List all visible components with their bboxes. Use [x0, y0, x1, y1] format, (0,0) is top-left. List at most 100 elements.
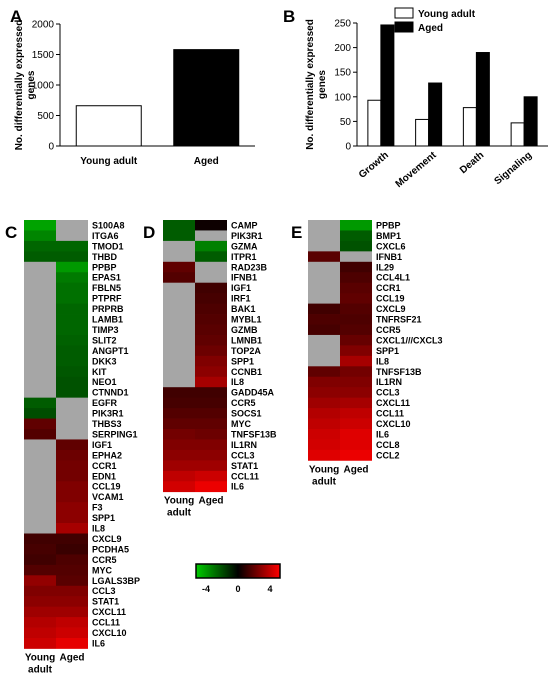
- panel-d-gene-label: CCL11: [231, 471, 259, 481]
- panel-e-gene-label: PPBP: [376, 220, 401, 230]
- panel-c-gene-label: IL6: [92, 638, 105, 648]
- panel-e-cell-ccr1-young: [308, 282, 340, 294]
- panel-c-cell-edn1-aged: [56, 470, 88, 482]
- panel-e-gene-label: CCR1: [376, 283, 401, 293]
- panel-c-column-sublabel: adult: [28, 664, 53, 675]
- panel-e-cell-spp1-young: [308, 345, 340, 357]
- panel-d-cell-ccnb1-aged: [195, 366, 227, 378]
- panel-b-ytick-label: 250: [334, 19, 351, 30]
- panel-d-cell-il1rn-young: [163, 439, 195, 451]
- panel-b-bar-signaling-aged: [523, 96, 538, 147]
- panel-d-cell-igf1-young: [163, 282, 195, 294]
- panel-b-ytick-label: 50: [340, 117, 352, 128]
- panel-e-cell-il8-aged: [340, 355, 372, 367]
- panel-c-cell-s100a8-young: [24, 220, 56, 231]
- panel-e-column-label: Aged: [344, 464, 369, 475]
- panel-c-cell-ppbp-aged: [56, 261, 88, 273]
- panel-d-gene-label: GADD45A: [231, 388, 275, 398]
- panel-c-gene-label: CCL11: [92, 618, 120, 628]
- panel-d-label: D: [143, 223, 155, 242]
- panel-c-cell-il8-young: [24, 523, 56, 534]
- panel-c-cell-vcam1-aged: [56, 491, 88, 503]
- panel-d-cell-bak1-aged: [195, 303, 227, 315]
- panel-d-gene-label: IL6: [231, 482, 244, 492]
- panel-c-gene-label: IL8: [92, 524, 105, 534]
- panel-d-gene-label: IGF1: [231, 283, 251, 293]
- panel-d-gene-label: IRF1: [231, 294, 251, 304]
- panel-d-cell-il8-aged: [195, 376, 227, 388]
- color-scale: -4 0 4: [195, 563, 281, 594]
- panel-c-cell-fbln5-young: [24, 282, 56, 294]
- panel-c-cell-igf1-young: [24, 439, 56, 451]
- panel-c-cell-serping1-young: [24, 429, 56, 440]
- panel-c-gene-label: THBD: [92, 252, 117, 262]
- panel-e-cell-ccr5-young: [308, 324, 340, 336]
- panel-c-cell-myc-young: [24, 564, 56, 576]
- panel-c-gene-label: MYC: [92, 565, 113, 575]
- panel-d-cell-gzma-aged: [195, 240, 227, 252]
- panel-c-cell-ccr1-aged: [56, 460, 88, 472]
- panel-c-gene-label: ITGA6: [92, 231, 119, 241]
- panel-d-cell-il6-aged: [195, 481, 227, 493]
- panel-d-gene-label: MYC: [231, 419, 252, 429]
- panel-d-gene-label: IL1RN: [231, 440, 257, 450]
- panel-c-gene-label: KIT: [92, 367, 107, 377]
- panel-c-cell-ccl19-aged: [56, 481, 88, 493]
- panel-c-cell-thbd-aged: [56, 251, 88, 263]
- panel-d-cell-ccl3-young: [163, 449, 195, 461]
- panel-d-gene-label: LMNB1: [231, 335, 262, 345]
- panel-c-gene-label: SPP1: [92, 513, 115, 523]
- panel-c-cell-ptprf-young: [24, 293, 56, 304]
- panel-a: A No. differentially expressedgenes 0 500…: [10, 7, 255, 167]
- panel-c-cell-f3-aged: [56, 502, 88, 513]
- panel-c-cell-ctnnd1-young: [24, 387, 56, 399]
- panel-c-gene-label: EPAS1: [92, 273, 121, 283]
- panel-e-gene-label: CXCL10: [376, 419, 411, 429]
- panel-e-cell-cxcl6-aged: [340, 240, 372, 252]
- panel-e-cell-il8-young: [308, 355, 340, 367]
- panel-c-cell-ccr5-young: [24, 554, 56, 566]
- panel-e: E PPBPBMP1CXCL6IFNB1IL29CCL4L1CCR1CCL19C…: [291, 220, 443, 487]
- panel-e-cell-ccl2-aged: [340, 449, 372, 461]
- panel-c-cell-lgals3bp-young: [24, 575, 56, 587]
- panel-e-cell-cxcl11-aged: [340, 397, 372, 409]
- panel-d-gene-label: CCNB1: [231, 367, 262, 377]
- panel-c-cell-itga6-aged: [56, 230, 88, 242]
- panel-b-category-label: Death: [458, 150, 486, 176]
- panel-e-gene-label: CCL4L1: [376, 273, 410, 283]
- panel-e-gene-label: TNFRSF21: [376, 315, 422, 325]
- panel-d-cell-gzmb-young: [163, 324, 195, 336]
- panel-d-cell-ccr5-aged: [195, 397, 227, 409]
- panel-e-gene-label: CCL19: [376, 294, 405, 304]
- panel-d-cell-il1rn-aged: [195, 439, 227, 451]
- panel-c-gene-label: SERPING1: [92, 429, 138, 439]
- panel-e-gene-label: CCL3: [376, 388, 400, 398]
- panel-b-category-label: Growth: [357, 150, 391, 181]
- panel-d-gene-label: PIK3R1: [231, 231, 263, 241]
- panel-b-ytick-label: 200: [334, 43, 351, 54]
- panel-c-gene-label: CCR1: [92, 461, 117, 471]
- panel-c-cell-igf1-aged: [56, 439, 88, 451]
- panel-d-cell-socs1-aged: [195, 408, 227, 419]
- panel-d-gene-label: GZMA: [231, 241, 258, 251]
- panel-b-ytick-label: 0: [345, 142, 351, 153]
- panel-a-ytick-label: 2000: [32, 20, 55, 31]
- panel-e-cell-ccl19-aged: [340, 293, 372, 304]
- panel-b-ytick-label: 100: [334, 92, 351, 103]
- panel-d-gene-label: CAMP: [231, 220, 258, 230]
- panel-e-column-sublabel: adult: [312, 476, 337, 487]
- panel-a-ylabel: No. differentially expressedgenes: [14, 20, 37, 151]
- panel-d-cell-ccl11-aged: [195, 470, 227, 482]
- panel-d-gene-label: CCL3: [231, 450, 255, 460]
- panel-e-cell-ccl2-young: [308, 449, 340, 461]
- panel-d-gene-label: TNFSF13B: [231, 429, 277, 439]
- panel-c-cell-timp3-young: [24, 324, 56, 336]
- panel-c-gene-label: TIMP3: [92, 325, 119, 335]
- panel-e-cell-ccl4l1-aged: [340, 272, 372, 284]
- panel-d-cell-mybl1-aged: [195, 314, 227, 325]
- panel-e-label: E: [291, 223, 302, 242]
- panel-c-cell-cxcl11-aged: [56, 606, 88, 618]
- panel-c-cell-fbln5-aged: [56, 282, 88, 294]
- panel-d-gene-label: IFNB1: [231, 273, 257, 283]
